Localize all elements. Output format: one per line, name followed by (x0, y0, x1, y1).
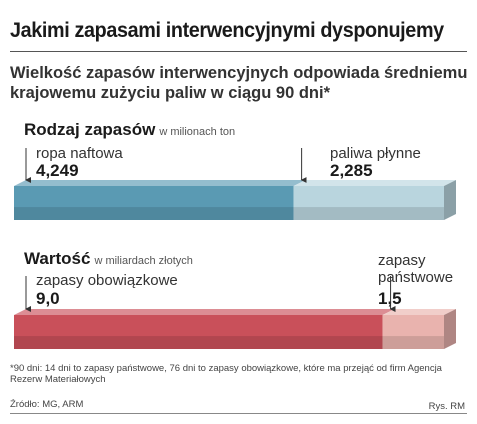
value-label-zapasy-obowiazkowe: 9,0 (36, 289, 60, 308)
section-unit-wartosc: w miliardach złotych (94, 255, 193, 267)
value-label-zapasy-panstwowe: 1,5 (378, 289, 402, 308)
bar-rodzaj-segment-1-shade (14, 207, 294, 220)
section-title-rodzaj: Rodzaj zapasów (24, 120, 156, 139)
bar-wartosc-segment-1-shade (14, 336, 383, 349)
source-note: Źródło: MG, ARM (10, 399, 84, 410)
bottom-divider (10, 413, 467, 414)
bar-wartosc-segment-2-top (382, 309, 456, 315)
section-header-rodzaj: Rodzaj zapasów w milionach ton (24, 120, 235, 140)
category-label-ropa-naftowa: ropa naftowa (36, 145, 123, 162)
bar-wartosc-segment-2-shade (382, 336, 444, 349)
bar-rodzaj-segment-2-side (444, 180, 456, 220)
category-label-paliwa-plynne: paliwa płynne (330, 145, 421, 162)
category-label-zapasy-panstwowe: zapasy państwowe (378, 252, 454, 286)
bar-wartosc-segment-1-top (14, 309, 395, 315)
value-label-ropa-naftowa: 4,249 (36, 161, 79, 180)
bar-wartosc-segment-2-side (444, 309, 456, 349)
chart-title: Jakimi zapasami interwencyjnymi dysponuj… (10, 18, 444, 42)
bar-rodzaj-segment-1-top (14, 180, 306, 186)
bar-rodzaj-segment-2-top (293, 180, 456, 186)
footnote: *90 dni: 14 dni to zapasy państwowe, 76 … (10, 363, 442, 385)
chart-subtitle: Wielkość zapasów interwencyjnych odpowia… (10, 64, 468, 102)
section-header-wartosc: Wartość w miliardach złotych (24, 249, 193, 269)
section-title-wartosc: Wartość (24, 249, 91, 268)
credit-note: Rys. RM (428, 401, 465, 412)
title-divider (10, 51, 467, 52)
value-label-paliwa-plynne: 2,285 (330, 161, 373, 180)
section-unit-rodzaj: w milionach ton (159, 126, 236, 138)
bar-rodzaj-segment-2-shade (293, 207, 444, 220)
category-label-zapasy-obowiazkowe: zapasy obowiązkowe (36, 272, 178, 289)
